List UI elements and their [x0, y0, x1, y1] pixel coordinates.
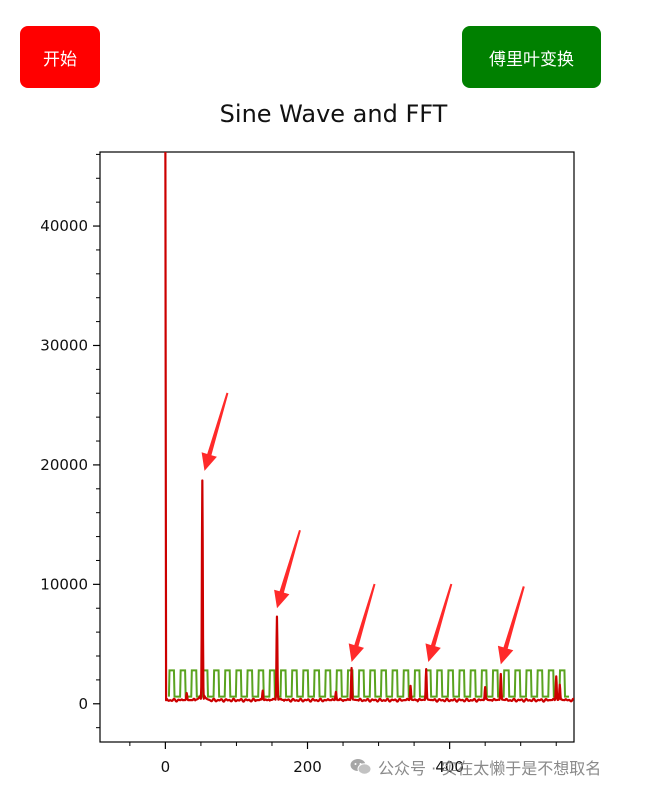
annotation-arrow — [274, 530, 301, 609]
annotation-arrow — [497, 586, 525, 665]
plot-frame — [99, 151, 575, 743]
start-button[interactable]: 开始 — [20, 26, 100, 88]
x-tick-label: 0 — [161, 758, 171, 776]
fourier-transform-button[interactable]: 傅里叶变换 — [462, 26, 601, 88]
x-tick-label: 400 — [435, 758, 464, 776]
x-tick-label: 200 — [293, 758, 322, 776]
spectrum-series — [164, 152, 574, 703]
y-tick-label: 0 — [78, 695, 88, 713]
y-tick-label: 10000 — [40, 575, 88, 593]
watermark-text: 公众号 · 实在太懒于是不想取名 — [378, 759, 602, 778]
chart-title: Sine Wave and FFT — [219, 100, 448, 128]
y-tick-label: 30000 — [40, 336, 88, 354]
annotation-arrow — [348, 583, 376, 662]
annotation-arrow — [201, 392, 229, 471]
wechat-icon — [350, 759, 372, 775]
square-wave-series — [167, 669, 570, 698]
annotation-arrow — [425, 583, 453, 662]
watermark: 公众号 · 实在太懒于是不想取名 — [350, 755, 601, 779]
y-tick-label: 40000 — [40, 217, 88, 235]
y-tick-label: 20000 — [40, 456, 88, 474]
